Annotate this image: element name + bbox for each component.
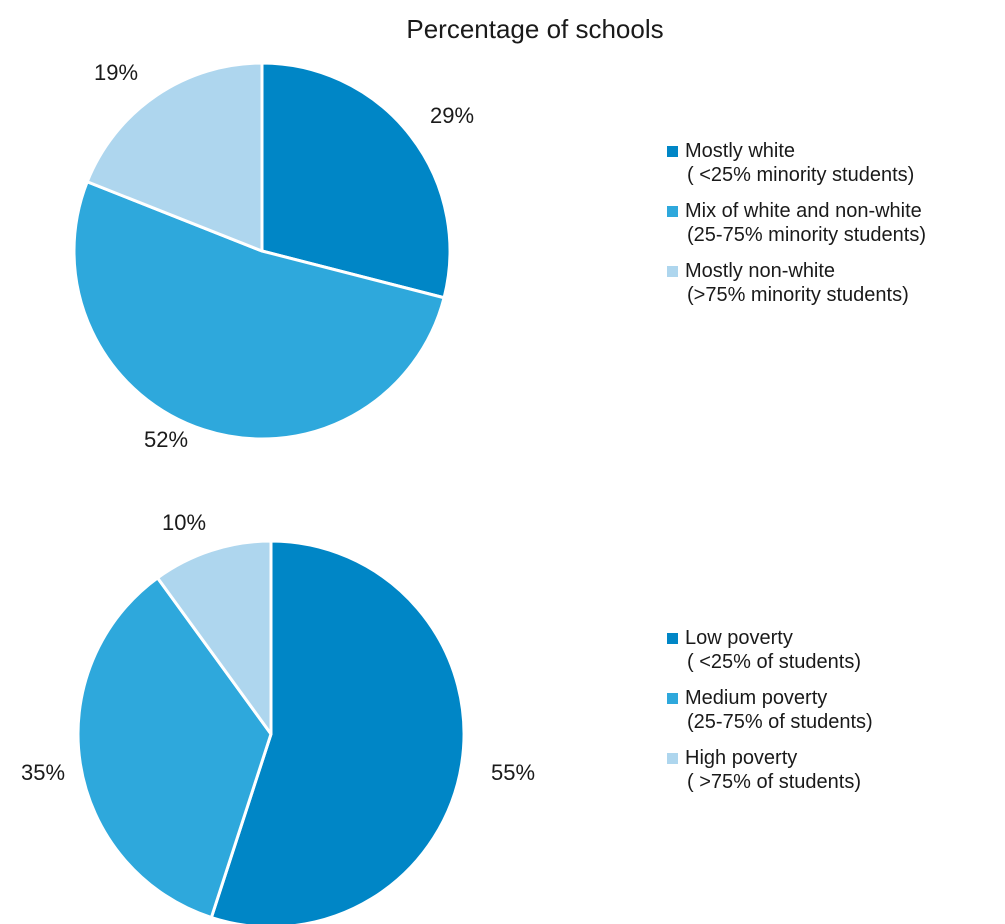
pie-slice-mostly-non-white: [85, 61, 264, 253]
legend-detail: (>75% minority students): [687, 284, 909, 306]
legend-label: Mostly non-white: [685, 260, 836, 282]
minority-legend: Mostly white ( <25% minority students) M…: [667, 139, 926, 319]
legend-detail: ( >75% of students): [687, 771, 861, 793]
poverty-pie-chart: 55% 35% 10%: [21, 510, 535, 924]
legend-swatch: [667, 146, 678, 157]
pie-slice-mostly-white: [260, 61, 452, 300]
data-label-medium-poverty: 35%: [21, 760, 65, 785]
pie-slice-mix-white-non-white: [72, 180, 446, 441]
pie-slice-high-poverty: [156, 539, 273, 736]
data-label-mix-white-non-white: 52%: [144, 427, 188, 452]
legend-detail: (25-75% of students): [687, 711, 873, 733]
legend-item-mix: Mix of white and non-white (25-75% minor…: [667, 199, 926, 247]
pie-slice-medium-poverty: [76, 576, 273, 920]
minority-pie-chart: 29% 52% 19%: [72, 60, 474, 452]
legend-label: Mix of white and non-white: [685, 200, 922, 222]
data-label-high-poverty: 10%: [162, 510, 206, 535]
poverty-legend: Low poverty ( <25% of students) Medium p…: [667, 626, 873, 806]
legend-item-high-poverty: High poverty ( >75% of students): [667, 746, 873, 794]
legend-label: Mostly white: [685, 140, 796, 162]
legend-label: Medium poverty: [685, 687, 828, 709]
data-label-low-poverty: 55%: [491, 760, 535, 785]
legend-item-mostly-non-white: Mostly non-white (>75% minority students…: [667, 259, 926, 307]
legend-item-low-poverty: Low poverty ( <25% of students): [667, 626, 873, 674]
legend-swatch: [667, 266, 678, 277]
legend-swatch: [667, 693, 678, 704]
data-label-mostly-white: 29%: [430, 103, 474, 128]
chart-title: Percentage of schools: [406, 14, 664, 44]
legend-item-medium-poverty: Medium poverty (25-75% of students): [667, 686, 873, 734]
legend-detail: (25-75% minority students): [687, 224, 926, 246]
legend-label: High poverty: [685, 747, 798, 769]
legend-swatch: [667, 206, 678, 217]
legend-detail: ( <25% minority students): [687, 164, 915, 186]
legend-detail: ( <25% of students): [687, 651, 861, 673]
legend-swatch: [667, 633, 678, 644]
legend-item-mostly-white: Mostly white ( <25% minority students): [667, 139, 926, 187]
data-label-mostly-non-white: 19%: [94, 60, 138, 85]
legend-swatch: [667, 753, 678, 764]
legend-label: Low poverty: [685, 627, 793, 649]
